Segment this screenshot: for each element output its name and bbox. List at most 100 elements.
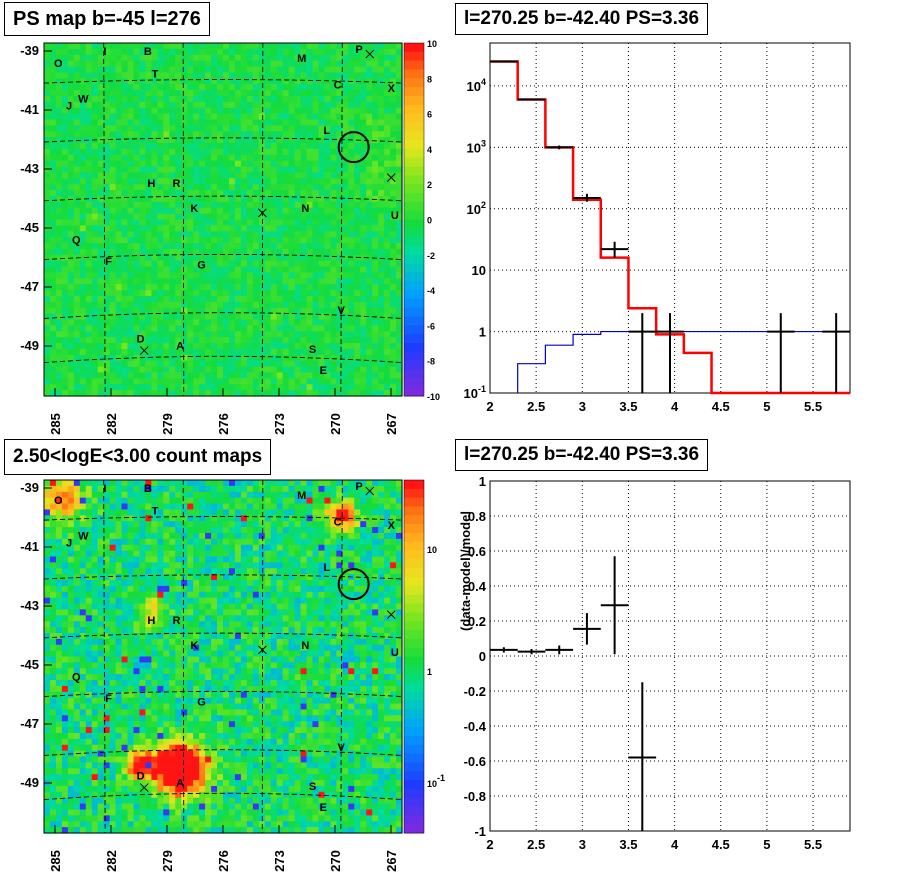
spectrum-x-tick-label: 3: [579, 399, 586, 414]
map-x-tick-label: 270: [328, 413, 343, 435]
map-source-label: U: [391, 647, 399, 659]
colorbar-tick-label: 1: [427, 667, 432, 677]
spectrum-x-tick-label: 5: [763, 399, 770, 414]
residual-y-tick-label: 1: [479, 474, 486, 489]
map-source-label: F: [105, 693, 112, 705]
title-residual: l=270.25 b=-42.40 PS=3.36: [455, 439, 708, 471]
map-source-label: V: [337, 305, 345, 317]
map-source-label: W: [78, 93, 89, 105]
map-y-tick-label: -45: [20, 220, 39, 235]
spectrum-x-tick-label: 3.5: [619, 399, 637, 414]
spectrum-y-tick-label: 102: [467, 200, 486, 217]
map-y-tick-label: -39: [20, 480, 39, 495]
map-x-tick-label: 282: [104, 413, 119, 435]
map-x-tick-label: 282: [104, 850, 119, 872]
colorbar-tick-label: 0: [427, 216, 432, 226]
map-source-label: I: [103, 483, 106, 495]
data-point: [518, 99, 546, 101]
residual-y-tick-label: -0.6: [464, 754, 486, 769]
data-point: [490, 61, 518, 62]
map-source-label: N: [301, 640, 309, 652]
spectrum-x-tick-label: 2.5: [527, 399, 545, 414]
map-x-tick-label: 267: [384, 850, 399, 872]
residual-x-tick-label: 3: [579, 837, 586, 852]
map-source-label: M: [297, 490, 306, 502]
map-source-label: G: [197, 696, 206, 708]
map-x-tick-label: 276: [216, 850, 231, 872]
map-source-label: Q: [72, 235, 81, 247]
colorbar-tick-label: 10: [427, 39, 437, 49]
map-x-tick-label: 270: [328, 850, 343, 872]
map-y-tick-label: -41: [20, 102, 39, 117]
map-source-label: J: [66, 537, 72, 549]
map-source-label: X: [388, 520, 396, 532]
map-source-label: E: [320, 802, 327, 814]
map-source-label: C: [334, 516, 342, 528]
map-source-label: O: [54, 495, 63, 507]
residual-y-tick-label: 0: [479, 649, 486, 664]
colorbar-tick-label: 10: [427, 545, 437, 555]
map-pixels: [44, 43, 403, 397]
residual-x-tick-label: 3.5: [619, 837, 637, 852]
map-source-label: S: [309, 344, 316, 356]
residual-y-tick-label: -0.4: [464, 719, 487, 734]
map-source-label: O: [54, 58, 63, 70]
colorbar: [404, 43, 424, 397]
map-x-tick-label: 279: [160, 850, 175, 872]
map-x-tick-label: 273: [272, 850, 287, 872]
map-source-label: I: [103, 46, 106, 58]
colorbar-tick-label: 6: [427, 110, 432, 120]
map-source-label: A: [176, 341, 184, 353]
map-source-label: V: [337, 742, 345, 754]
spectrum-y-tick-label: 10: [472, 263, 486, 278]
map-source-label: F: [105, 256, 112, 268]
map-source-label: Q: [72, 672, 81, 684]
residual-y-tick-label: -0.8: [464, 789, 486, 804]
map-source-label: T: [152, 506, 159, 518]
map-source-label: H: [147, 178, 155, 190]
residual-y-axis-label: (data-model)/model: [458, 511, 473, 631]
colorbar-tick-label: -4: [427, 286, 435, 296]
map-x-tick-label: 276: [216, 413, 231, 435]
map-y-tick-label: -41: [20, 539, 39, 554]
title-ps-map: PS map b=-45 l=276: [4, 2, 210, 36]
map-source-label: W: [78, 530, 89, 542]
spectrum-x-tick-label: 4: [671, 399, 679, 414]
map-source-label: T: [152, 69, 159, 81]
residual-x-tick-label: 2.5: [527, 837, 545, 852]
map-source-label: J: [66, 100, 72, 112]
map-source-label: D: [137, 770, 145, 782]
spectrum-y-tick-label: 1: [479, 325, 486, 340]
map-y-tick-label: -39: [20, 43, 39, 58]
map-x-tick-label: 285: [48, 413, 63, 435]
colorbar: [404, 480, 424, 834]
map-source-label: S: [309, 781, 316, 793]
colorbar-tick-label: 2: [427, 180, 432, 190]
residual-x-tick-label: 4: [671, 837, 679, 852]
map-source-label: L: [323, 125, 330, 137]
spectrum-x-tick-label: 2: [486, 399, 493, 414]
residual-y-tick-label: -1: [474, 824, 486, 839]
title-spectrum: l=270.25 b=-42.40 PS=3.36: [455, 3, 708, 35]
map-source-label: R: [172, 178, 180, 190]
map-y-tick-label: -43: [20, 598, 39, 613]
residual-x-tick-label: 4.5: [712, 837, 730, 852]
map-source-label: E: [320, 365, 327, 377]
map-source-label: X: [388, 83, 396, 95]
colorbar-tick-label: -8: [427, 357, 435, 367]
spectrum-y-tick-label: 103: [467, 138, 486, 155]
spectrum-x-tick-label: 4.5: [712, 399, 730, 414]
map-grid-longitude: [262, 480, 263, 833]
colorbar-tick-label: -6: [427, 321, 435, 331]
map-x-tick-label: 273: [272, 413, 287, 435]
map-source-label: P: [355, 44, 362, 56]
map-source-label: H: [147, 615, 155, 627]
map-source-label: B: [144, 46, 152, 58]
map-pixels: [44, 480, 403, 834]
